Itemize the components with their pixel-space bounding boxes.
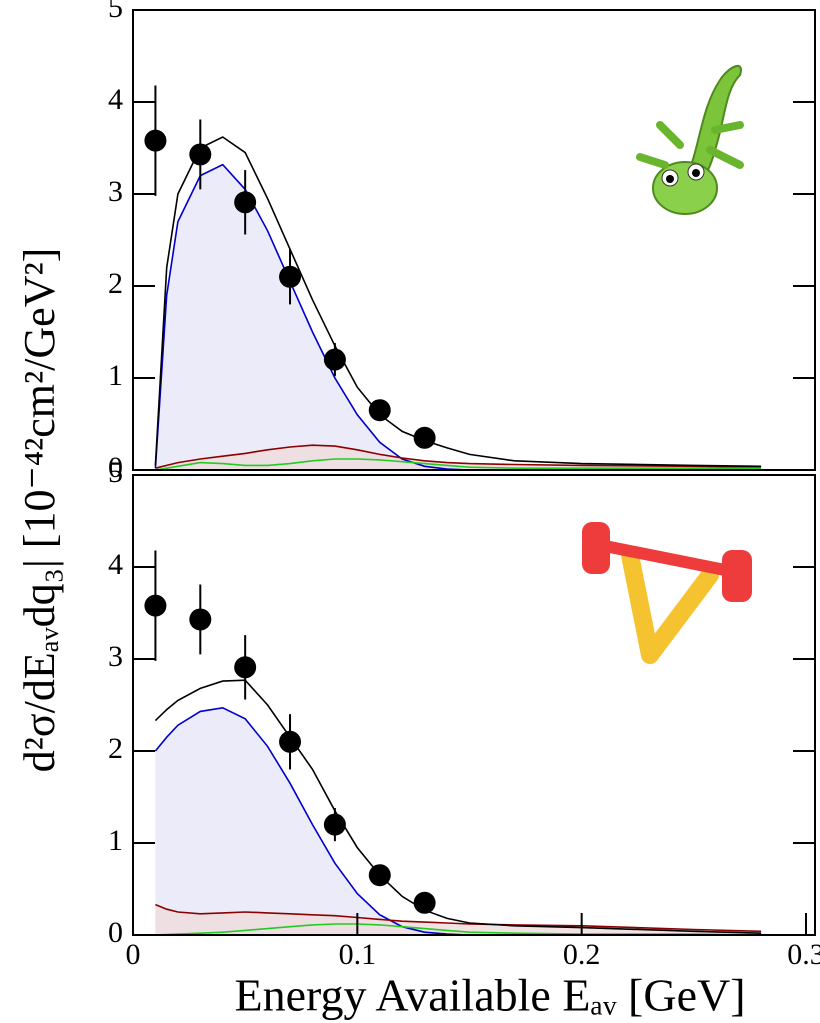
x-tick-label: 0.3	[787, 938, 820, 971]
data-point	[413, 426, 436, 449]
data-point	[189, 608, 212, 631]
area-fill	[155, 707, 762, 935]
data-point	[189, 143, 212, 166]
y-axis-title: d²σ/dEₐᵥdq₃| [10⁻⁴²cm²/GeV²]	[15, 248, 64, 773]
x-axis-title: Energy Available Eₐᵥ [GeV]	[234, 970, 745, 1021]
y-tick-label: 2	[108, 732, 123, 765]
y-tick-label: 3	[108, 175, 123, 208]
y-tick-label: 4	[108, 83, 123, 116]
data-point	[279, 265, 302, 288]
dumbbell-icon	[582, 522, 752, 664]
plot-frame	[132, 9, 816, 471]
data-point	[368, 864, 391, 887]
plot-frame	[132, 474, 816, 936]
data-point	[279, 730, 302, 753]
y-tick-label: 2	[108, 267, 123, 300]
y-tick-label: 4	[108, 548, 123, 581]
curve	[154, 679, 762, 934]
y-tick-label: 1	[108, 359, 123, 392]
data-point	[323, 813, 346, 836]
y-tick-label: 3	[108, 640, 123, 673]
data-point	[234, 656, 257, 679]
area-fill	[155, 445, 762, 470]
data-point	[413, 891, 436, 914]
y-tick-label: 1	[108, 824, 123, 857]
curve	[155, 923, 762, 936]
x-tick-label: 0	[126, 938, 141, 971]
data-point	[368, 399, 391, 422]
y-tick-label: 5	[108, 456, 123, 489]
area-fill	[155, 164, 762, 470]
curve	[155, 444, 762, 469]
y-tick-label: 0	[108, 916, 123, 949]
lizard-icon	[636, 65, 744, 215]
curve	[155, 458, 762, 471]
data-point	[234, 191, 257, 214]
data-point	[144, 594, 167, 617]
data-point	[323, 348, 346, 371]
x-tick-label: 0.1	[339, 938, 377, 971]
x-tick-label: 0.2	[563, 938, 601, 971]
y-tick-label: 5	[108, 0, 123, 24]
y-tick-label: 0	[108, 451, 123, 484]
data-point	[144, 129, 167, 152]
